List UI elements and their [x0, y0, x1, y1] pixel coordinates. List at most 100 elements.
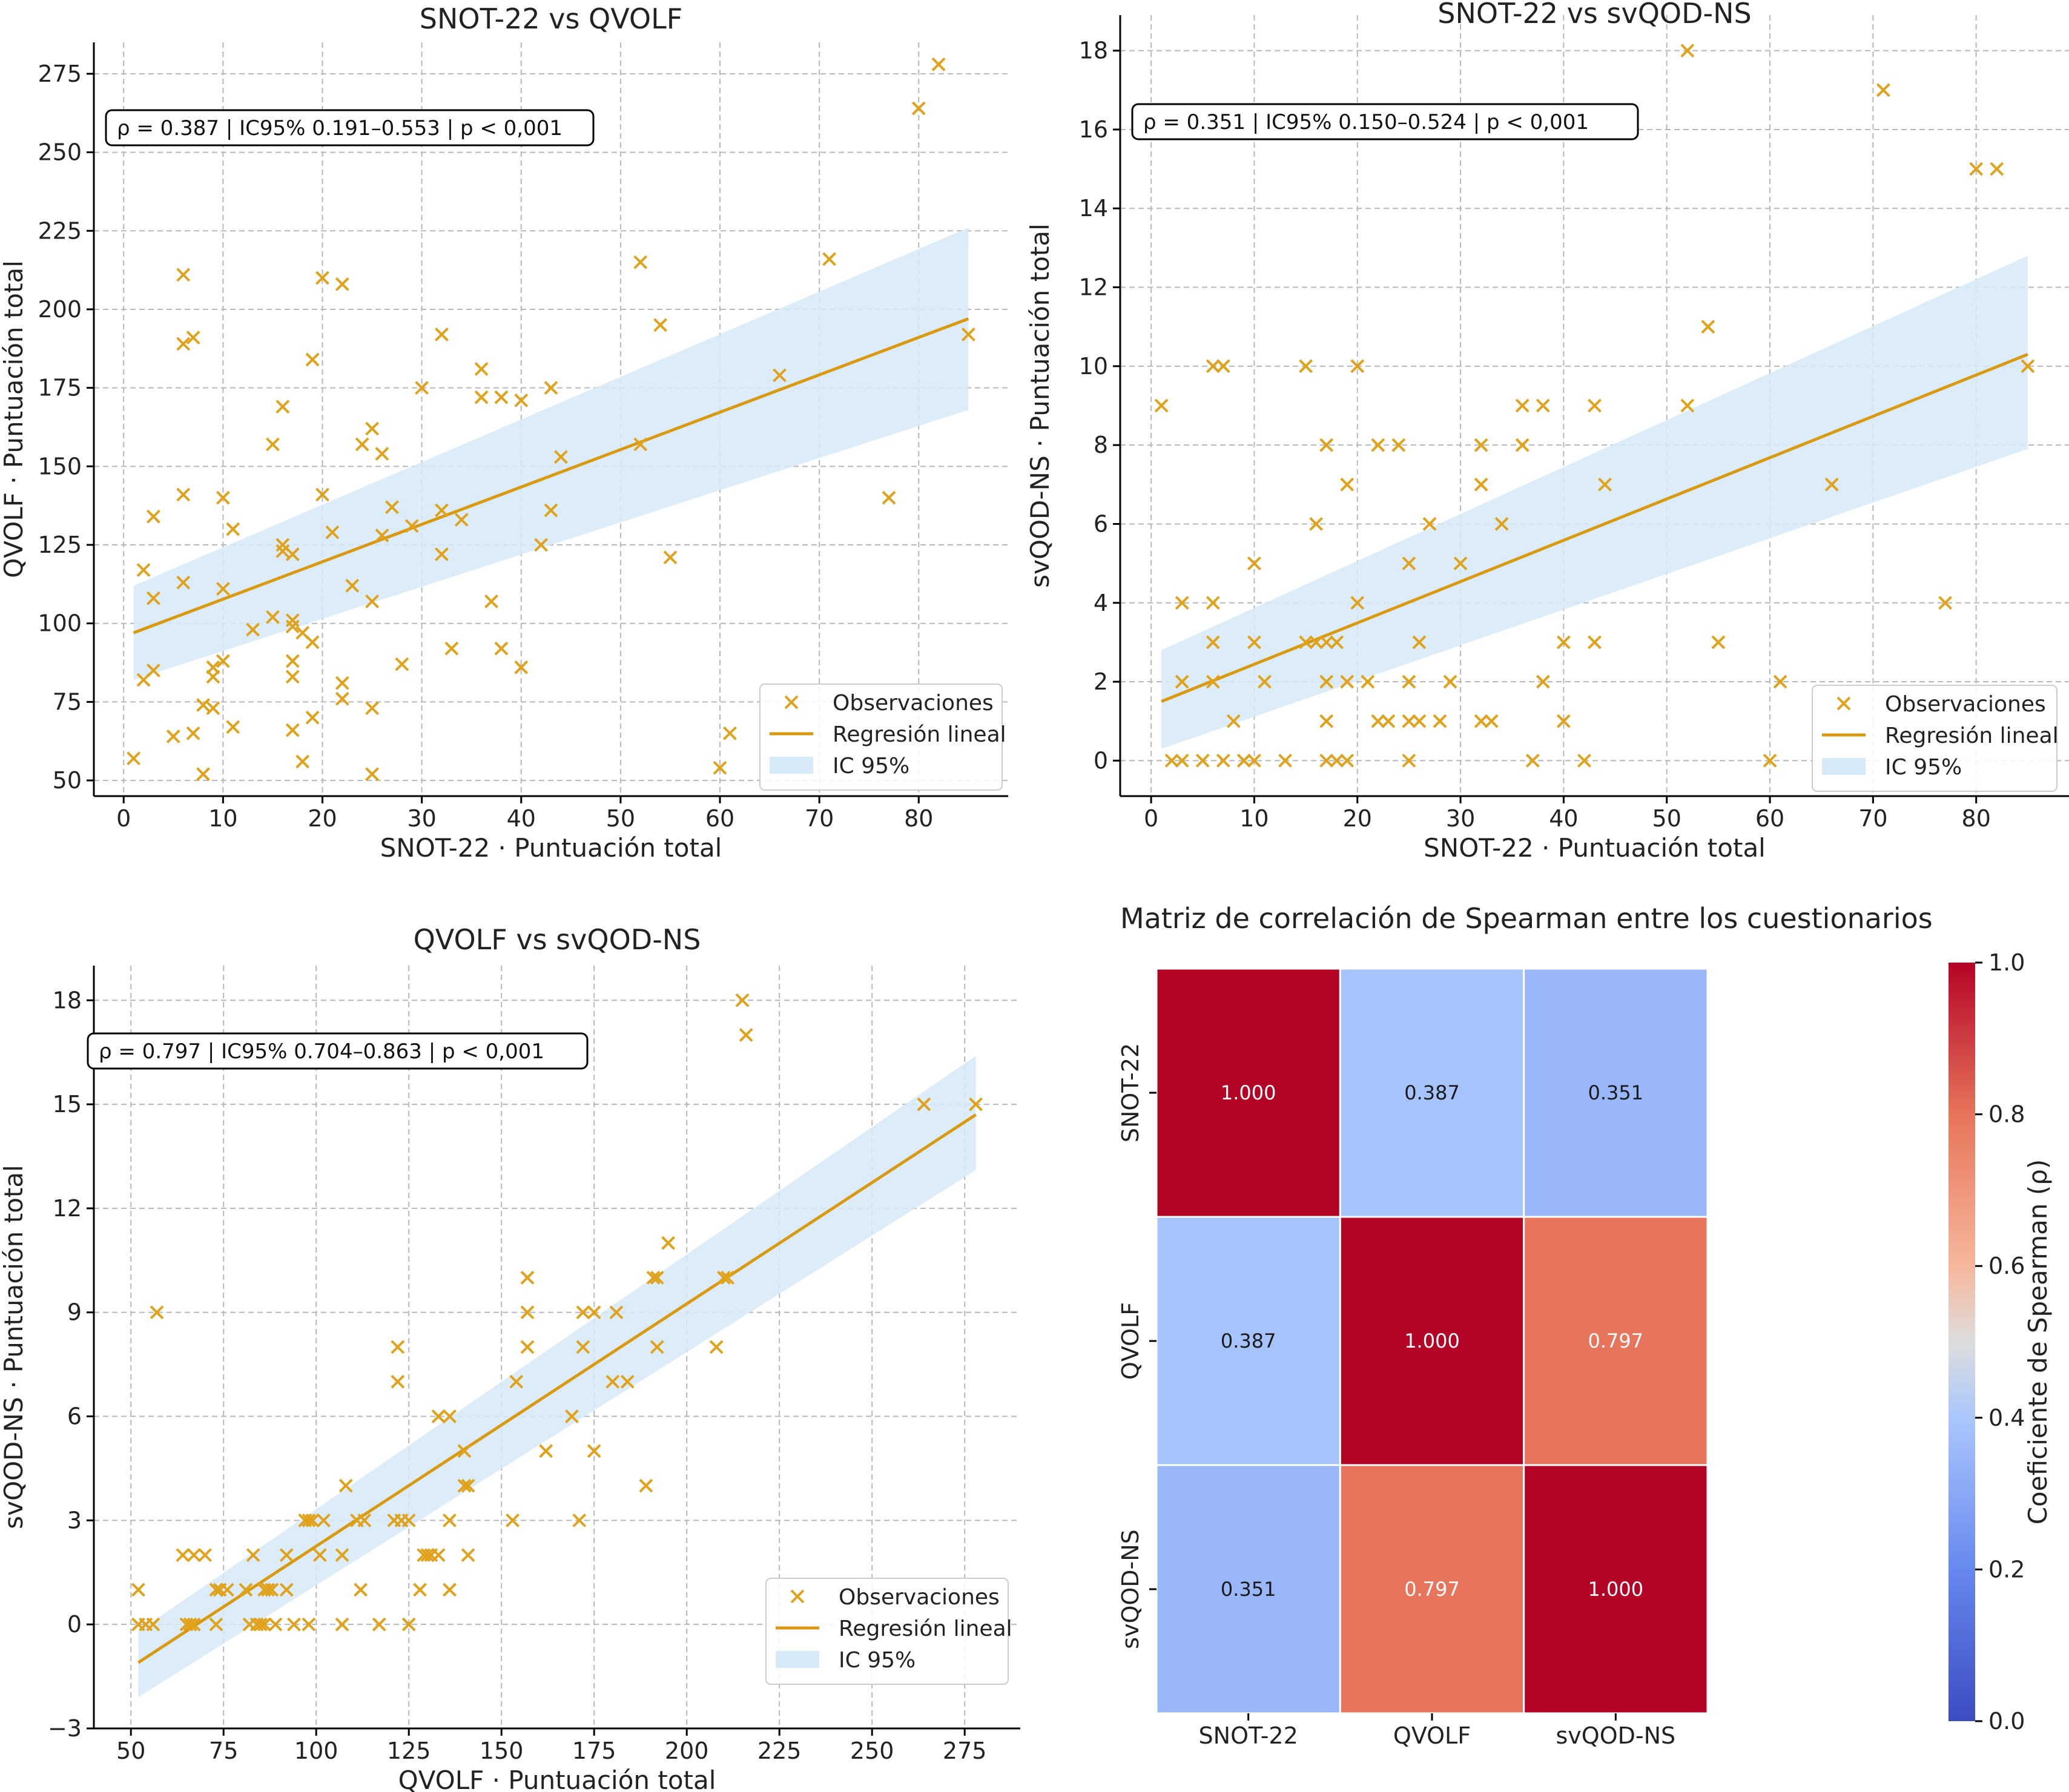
x-axis-label: SNOT-22 · Puntuación total [1424, 833, 1766, 863]
data-point [822, 252, 836, 266]
data-point [1969, 162, 1984, 176]
data-point [773, 368, 787, 383]
data-point [1598, 477, 1612, 492]
y-tick-label: 8 [1094, 432, 1108, 458]
data-point [305, 352, 320, 367]
data-point [1412, 714, 1427, 728]
data-point [216, 582, 230, 596]
data-point [544, 381, 558, 395]
data-point [1164, 753, 1179, 768]
cell-label: 1.000 [1404, 1329, 1460, 1352]
data-point [268, 1617, 283, 1632]
data-point [1361, 674, 1375, 689]
data-point [1309, 635, 1324, 650]
data-point [435, 547, 449, 561]
data-point [1175, 674, 1189, 689]
y-tick-label: 18 [53, 987, 82, 1013]
y-tick-label: 0 [1094, 747, 1108, 774]
y-tick-label: 175 [38, 375, 82, 401]
data-point [565, 1409, 579, 1423]
cell-label: 0.797 [1588, 1329, 1644, 1352]
x-tick-label: 200 [665, 1738, 709, 1764]
data-point [246, 622, 260, 637]
y-tick-label: 12 [53, 1195, 82, 1222]
data-point [1515, 398, 1529, 413]
x-tick-label: 0 [116, 805, 131, 832]
y-tick-label: 2 [1094, 668, 1108, 695]
legend-box [765, 1578, 1009, 1685]
data-point [514, 660, 529, 674]
legend-label: Regresión lineal [1885, 723, 2059, 748]
data-point [1556, 714, 1571, 728]
data-point [257, 1617, 271, 1632]
y-tick-label: 15 [53, 1091, 82, 1118]
y-tick-label: 100 [38, 610, 82, 637]
data-point [285, 654, 300, 668]
x-tick-label: 10 [1239, 805, 1269, 832]
data-point [131, 1583, 145, 1597]
colorbar-tick-label: 0.4 [1988, 1405, 2025, 1431]
data-point [1319, 674, 1334, 689]
x-tick-label: 70 [1858, 805, 1887, 832]
data-point [1216, 359, 1230, 374]
data-point [435, 503, 449, 518]
data-point [576, 1305, 590, 1320]
row-label: SNOT-22 [1117, 1043, 1144, 1142]
data-point [1350, 359, 1365, 374]
colorbar-tick-label: 0.8 [1988, 1101, 2025, 1128]
x-tick-label: 125 [387, 1738, 431, 1764]
colorbar-tick-label: 0.0 [1988, 1708, 2025, 1734]
data-point [1258, 674, 1272, 689]
data-point [539, 1444, 553, 1458]
data-point [474, 362, 489, 376]
legend-label: IC 95% [1885, 755, 1962, 780]
data-point [1577, 753, 1591, 768]
y-tick-label: 225 [38, 217, 82, 244]
data-point [576, 1340, 590, 1354]
data-point [413, 1583, 427, 1597]
data-point [661, 1236, 676, 1250]
data-point [1402, 753, 1416, 768]
data-point [461, 1478, 475, 1493]
cell-label: 1.000 [1588, 1578, 1644, 1601]
data-point [457, 1444, 472, 1458]
x-tick-label: 70 [805, 805, 834, 832]
data-point [176, 337, 191, 351]
data-point [305, 710, 320, 725]
data-point [1412, 635, 1427, 650]
heatmap-panel: Matriz de correlación de Spearman entre … [1117, 902, 2053, 1749]
legend-label: Observaciones [839, 1585, 1000, 1610]
data-point [620, 1374, 635, 1389]
data-point [431, 1548, 446, 1563]
data-point [391, 1374, 405, 1389]
data-point [509, 1374, 524, 1389]
data-point [246, 1548, 260, 1563]
data-point [1474, 477, 1488, 492]
x-tick-label: 175 [572, 1738, 616, 1764]
x-axis-label: QVOLF · Puntuación total [398, 1765, 716, 1792]
data-point [1515, 438, 1529, 452]
data-point [302, 1513, 316, 1527]
data-point [431, 1409, 446, 1423]
data-point [1247, 556, 1261, 571]
data-point [444, 641, 459, 656]
x-tick-label: 275 [943, 1738, 987, 1764]
data-point [520, 1305, 535, 1320]
data-point [443, 1583, 457, 1597]
data-point [391, 1340, 405, 1354]
data-point [1278, 753, 1292, 768]
data-point [1536, 674, 1550, 689]
y-tick-label: 125 [38, 532, 82, 558]
data-point [266, 437, 280, 452]
data-point [317, 1513, 331, 1527]
data-point [1402, 714, 1416, 728]
data-point [404, 519, 419, 533]
data-point [1371, 714, 1385, 728]
data-point [1299, 359, 1313, 374]
data-point [1319, 753, 1334, 768]
data-point [276, 544, 290, 558]
y-tick-label: 6 [1094, 510, 1108, 537]
data-point [1711, 635, 1726, 650]
data-point [287, 1617, 301, 1632]
data-point [1680, 398, 1695, 413]
